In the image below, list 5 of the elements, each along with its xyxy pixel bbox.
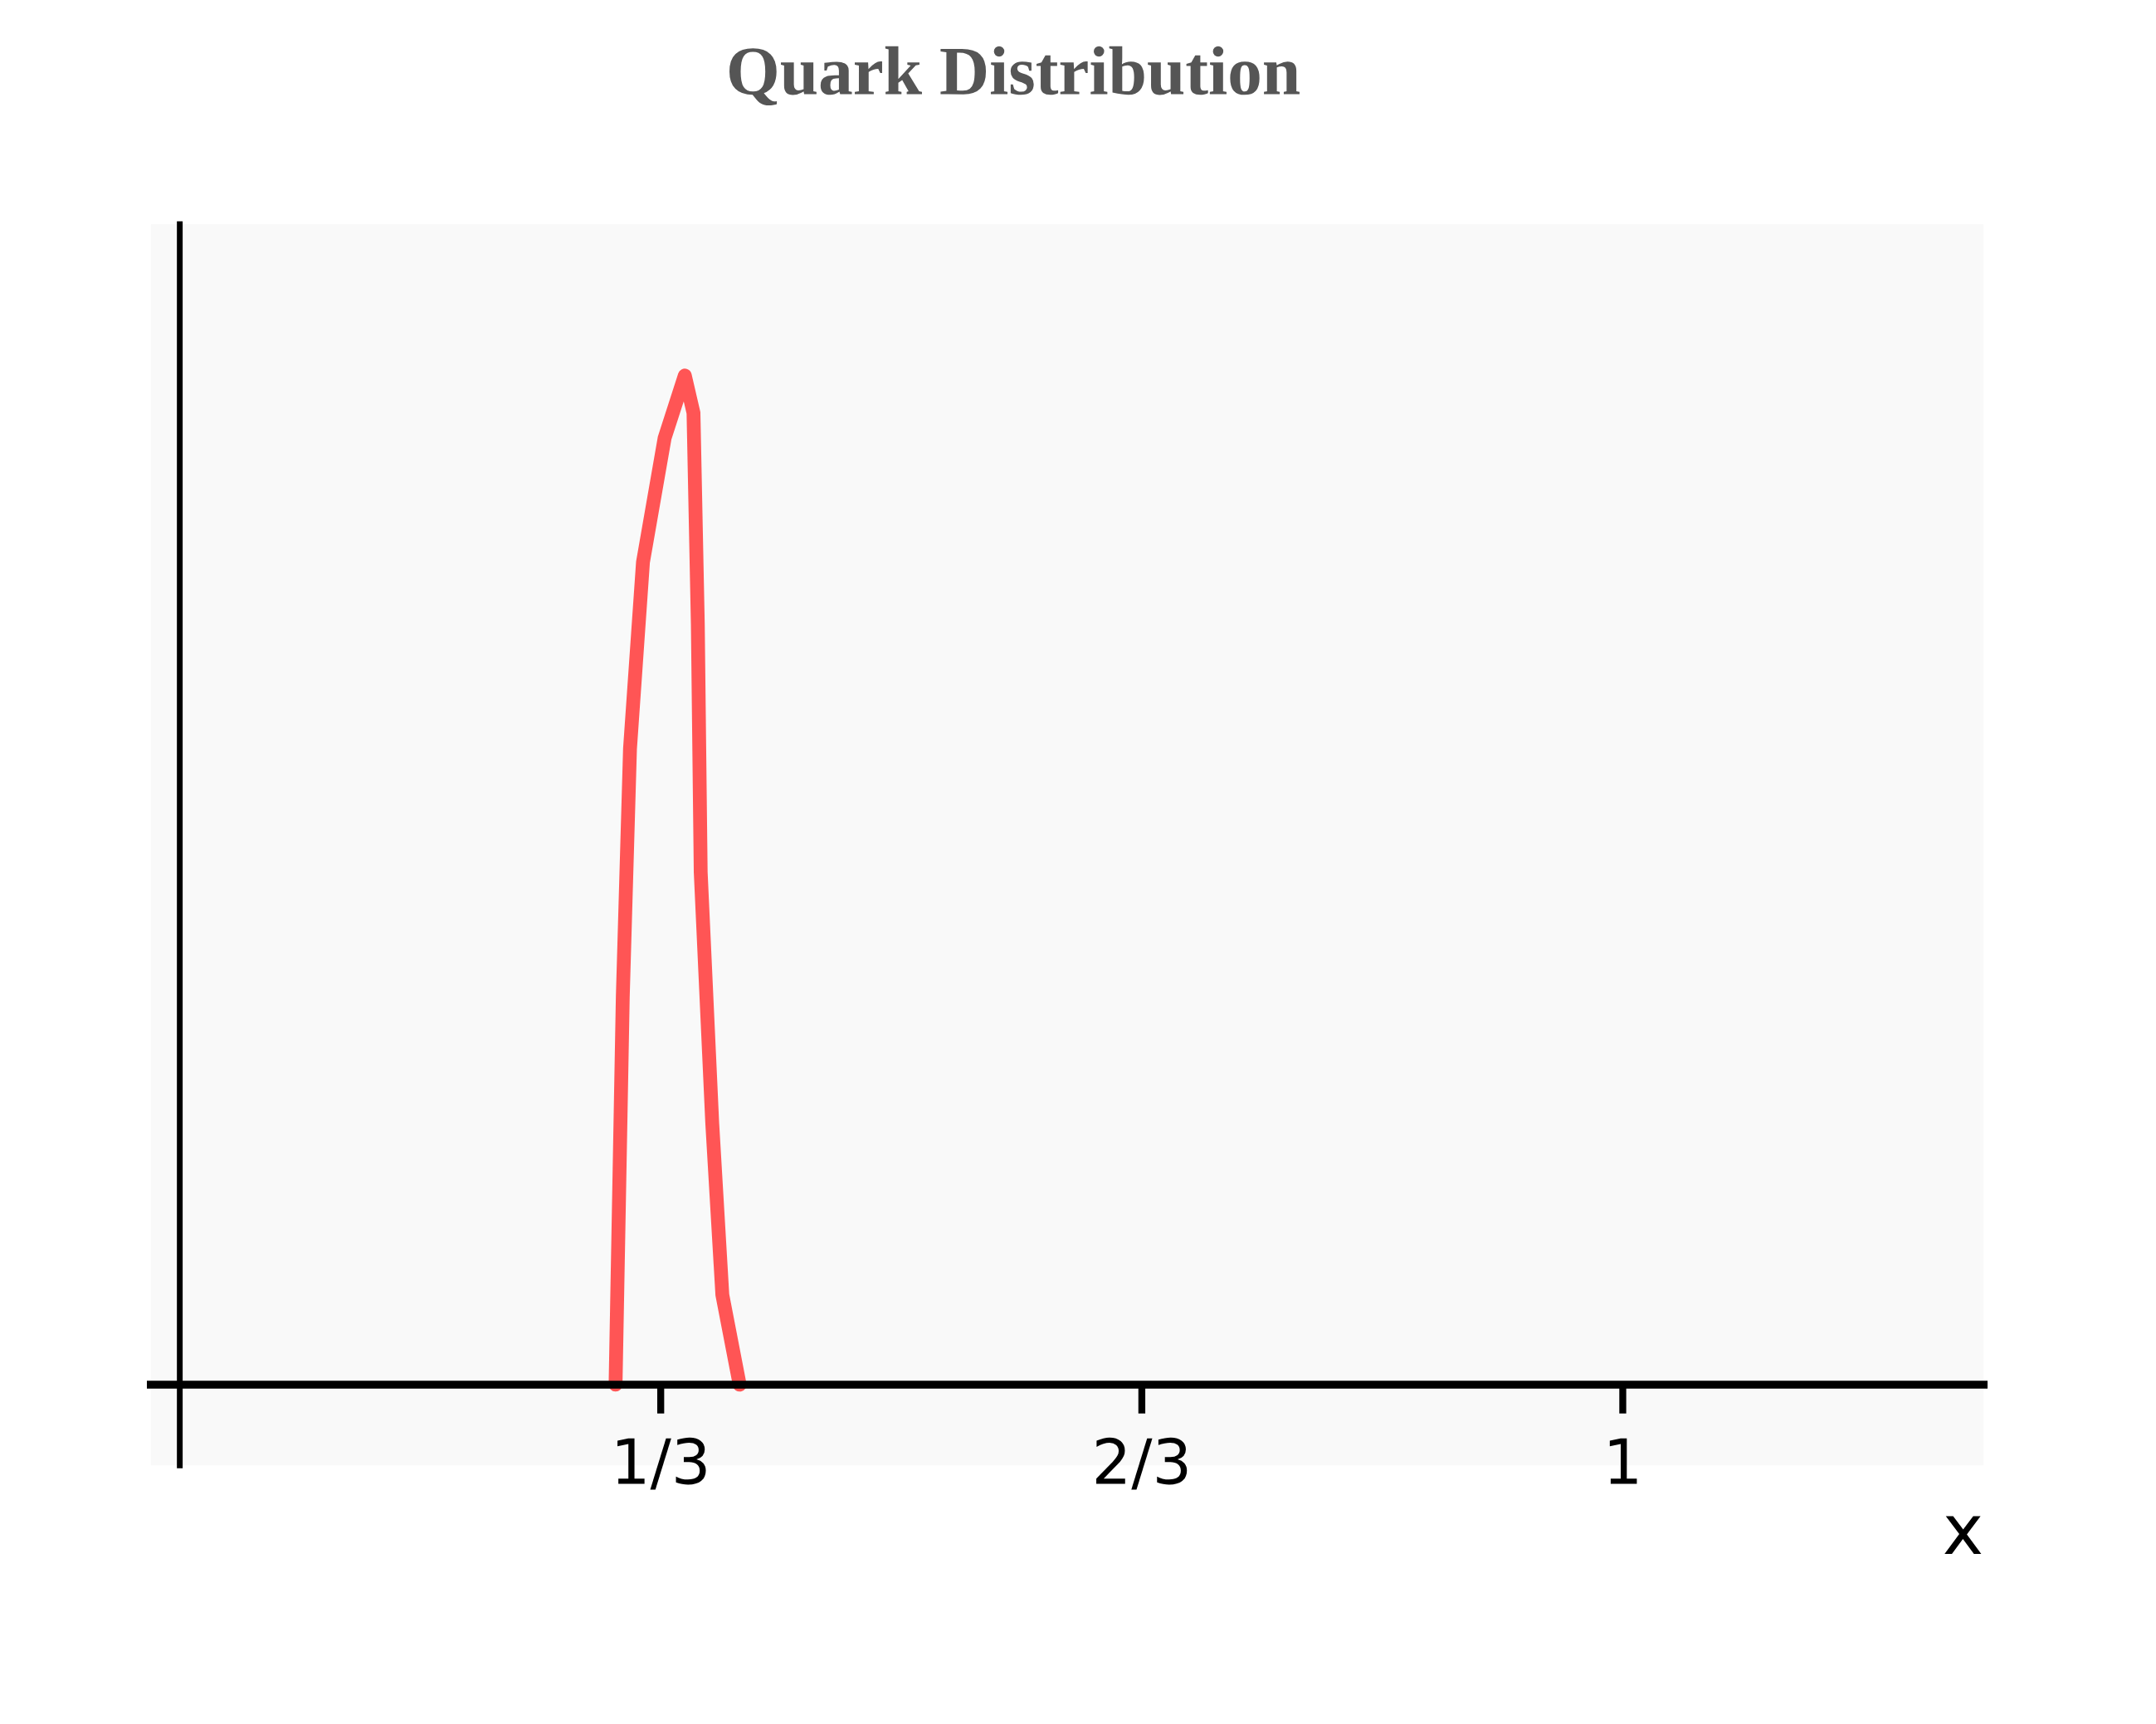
- x-tick-label: 1: [1609, 1438, 1637, 1484]
- x-tick-label: 1/3: [617, 1437, 706, 1490]
- chart-title: Quark Distribution: [729, 46, 1300, 106]
- x-tick-label: 2/3: [1096, 1437, 1188, 1490]
- x-axis-title: x: [1944, 1516, 1982, 1554]
